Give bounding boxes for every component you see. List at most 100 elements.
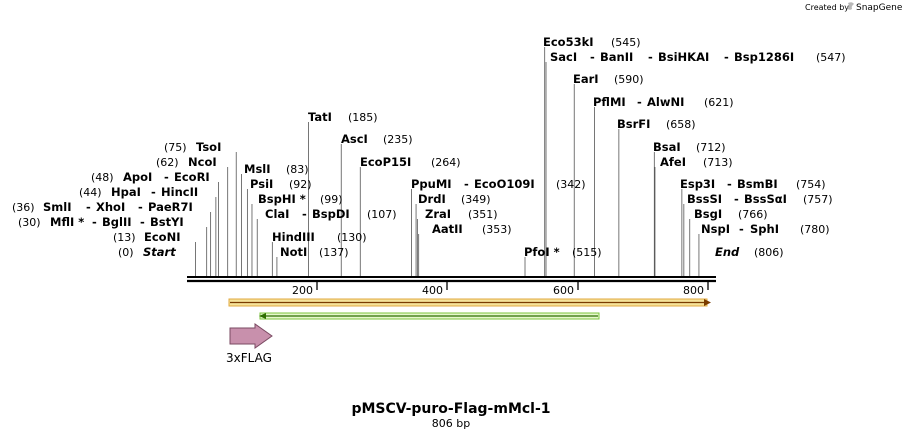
site-pos: (137)	[319, 246, 349, 259]
site-pos: (621)	[704, 96, 734, 109]
site-pos: (349)	[461, 193, 491, 206]
site-pos: (48)	[91, 171, 114, 184]
site-separator: -	[727, 177, 732, 191]
sequence-backbone	[187, 276, 716, 283]
site-pos: (766)	[738, 208, 768, 221]
site-name[interactable]: Eco53kI	[543, 35, 594, 49]
site-pos: (235)	[383, 133, 413, 146]
site-name[interactable]: XhoI	[96, 200, 125, 214]
site-name[interactable]: BssSαI	[744, 192, 787, 206]
ruler-label-400: 400	[422, 284, 443, 297]
site-name[interactable]: SmlI	[43, 200, 72, 214]
snapgene-logo-icon	[847, 2, 854, 10]
created-by-text: Created by	[805, 3, 849, 12]
site-pos: (545)	[611, 36, 641, 49]
site-pos: (712)	[696, 141, 726, 154]
site-name[interactable]: HpaI	[111, 185, 141, 199]
site-separator: -	[734, 192, 739, 206]
sequence-title: pMSCV-puro-Flag-mMcl-1	[351, 401, 550, 417]
site-pos: (99)	[320, 193, 343, 206]
site-name[interactable]: BsaI	[653, 140, 681, 154]
site-name[interactable]: MflI *	[50, 215, 84, 229]
site-name[interactable]: BspDI	[312, 207, 350, 221]
site-name[interactable]: BglII	[102, 215, 132, 229]
site-pos: (342)	[556, 178, 586, 191]
site-name[interactable]: NcoI	[188, 155, 217, 169]
site-name[interactable]: NspI	[701, 222, 730, 236]
start-label: Start	[143, 245, 176, 259]
site-name[interactable]: EcoO109I	[474, 177, 535, 191]
site-name[interactable]: BsiHKAI	[658, 50, 709, 64]
orf-forward-arrow[interactable]	[228, 298, 711, 307]
ruler: 200 400 600 800	[292, 282, 709, 297]
site-name[interactable]: BsgI	[694, 207, 722, 221]
site-name[interactable]: Bsp1286I	[734, 50, 794, 64]
site-pos: (515)	[572, 246, 602, 259]
site-name[interactable]: PsiI	[250, 177, 273, 191]
site-pos: (13)	[113, 231, 136, 244]
site-name[interactable]: SacI	[550, 50, 577, 64]
site-name[interactable]: HincII	[161, 185, 198, 199]
ruler-label-800: 800	[683, 284, 704, 297]
site-pos: (92)	[289, 178, 312, 191]
site-name[interactable]: ZraI	[425, 207, 451, 221]
site-name[interactable]: Esp3I	[680, 177, 715, 191]
site-name[interactable]: PaeR7I	[148, 200, 193, 214]
site-name[interactable]: AfeI	[660, 155, 686, 169]
start-pos: (0)	[118, 246, 134, 259]
site-pos: (107)	[367, 208, 397, 221]
site-name[interactable]: AlwNI	[647, 95, 684, 109]
site-separator: -	[140, 215, 145, 229]
site-name[interactable]: BstYI	[150, 215, 184, 229]
end-pos: (806)	[754, 246, 784, 259]
site-name[interactable]: NotI	[280, 245, 307, 259]
site-name[interactable]: SphI	[750, 222, 779, 236]
site-name[interactable]: AscI	[341, 132, 368, 146]
site-name[interactable]: ClaI	[265, 207, 289, 221]
site-name[interactable]: PflMI	[593, 95, 626, 109]
site-name[interactable]: DrdI	[418, 192, 446, 206]
site-name[interactable]: BsmBI	[737, 177, 778, 191]
site-pos: (36)	[12, 201, 35, 214]
site-name[interactable]: PpuMI	[411, 177, 452, 191]
site-separator: -	[92, 215, 97, 229]
site-separator: -	[86, 200, 91, 214]
feature-label: 3xFLAG	[226, 351, 272, 365]
site-pos: (780)	[800, 223, 830, 236]
site-pos: (353)	[482, 223, 512, 236]
site-name[interactable]: BspHI *	[258, 192, 306, 206]
site-name[interactable]: ApoI	[123, 170, 152, 184]
orf-reverse-arrow[interactable]	[259, 312, 600, 320]
sequence-length: 806 bp	[432, 417, 470, 430]
site-name[interactable]: AatII	[432, 222, 463, 236]
site-name[interactable]: PfoI *	[524, 245, 560, 259]
site-name[interactable]: BsrFI	[617, 117, 650, 131]
site-name[interactable]: TatI	[308, 110, 332, 124]
site-name[interactable]: HindIII	[272, 230, 315, 244]
site-pos: (351)	[468, 208, 498, 221]
site-pos: (757)	[803, 193, 833, 206]
site-separator: -	[164, 170, 169, 184]
feature-arrow-icon	[229, 323, 273, 349]
ruler-label-600: 600	[553, 284, 574, 297]
site-separator: -	[648, 50, 653, 64]
site-name[interactable]: EarI	[573, 72, 599, 86]
site-name[interactable]: EcoP15I	[360, 155, 411, 169]
end-label: End	[715, 245, 740, 259]
site-pos: (590)	[614, 73, 644, 86]
site-name[interactable]: BanII	[600, 50, 633, 64]
feature-3xflag[interactable]: 3xFLAG	[226, 323, 273, 365]
ruler-label-200: 200	[292, 284, 313, 297]
site-leader-lines	[195, 47, 700, 276]
site-pos: (547)	[816, 51, 846, 64]
site-pos: (185)	[348, 111, 378, 124]
site-name[interactable]: TsoI	[196, 140, 221, 154]
site-name[interactable]: MslI	[244, 162, 271, 176]
site-name[interactable]: EcoNI	[144, 230, 180, 244]
site-name[interactable]: BssSI	[687, 192, 722, 206]
site-pos: (30)	[18, 216, 41, 229]
site-separator: -	[138, 200, 143, 214]
site-pos: (75)	[164, 141, 187, 154]
site-name[interactable]: EcoRI	[174, 170, 210, 184]
site-separator: -	[151, 185, 156, 199]
